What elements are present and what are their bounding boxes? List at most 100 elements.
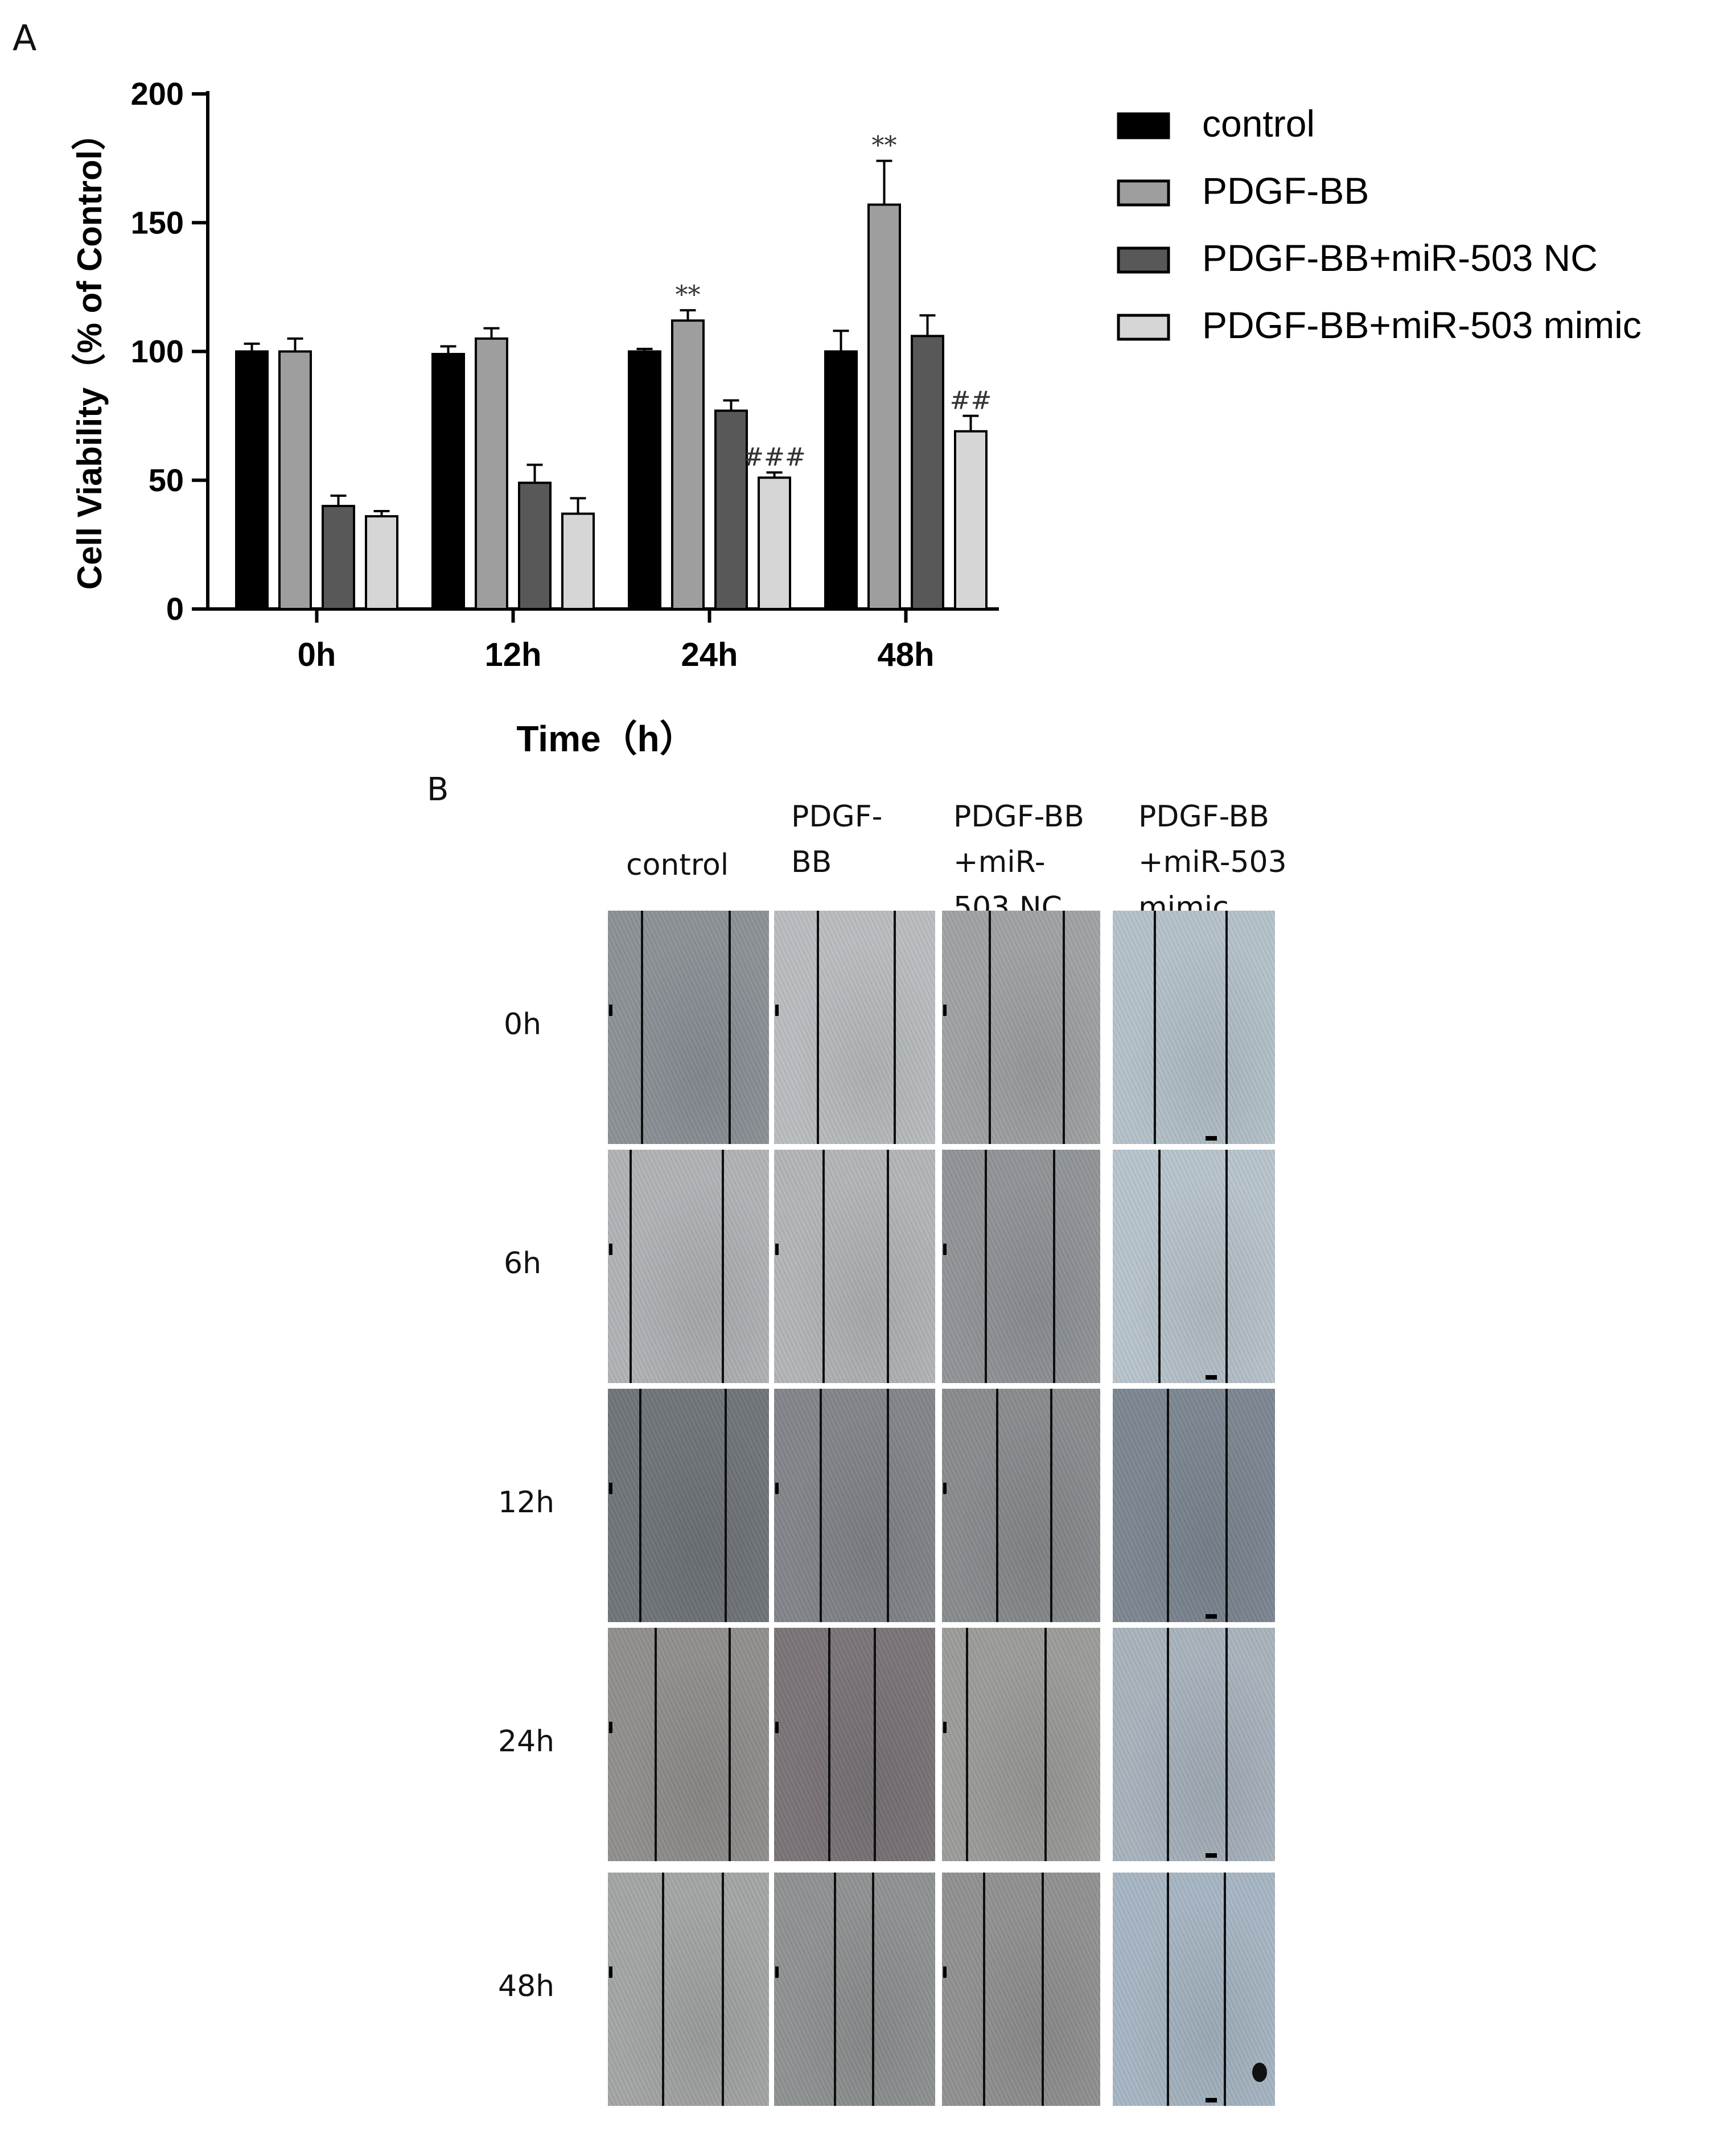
wound-edge-line xyxy=(1044,1628,1047,1861)
bar xyxy=(322,505,355,610)
wound-edge-line xyxy=(1158,1150,1161,1383)
bar xyxy=(911,335,944,610)
wound-edge-line xyxy=(894,911,896,1144)
edge-marker xyxy=(609,1483,612,1494)
y-tick-label: 150 xyxy=(131,204,184,240)
wound-edge-line xyxy=(1225,911,1228,1144)
bar xyxy=(867,203,901,610)
wound-edge-line xyxy=(722,1873,724,2106)
row-time-label: 12h xyxy=(498,1486,555,1520)
significance-label: ## xyxy=(950,386,992,415)
wound-micrograph xyxy=(942,911,1100,1144)
legend-label: PDGF-BB+miR-503 mimic xyxy=(1202,304,1642,346)
bar xyxy=(671,319,705,610)
scale-bar xyxy=(1205,2098,1217,2102)
scale-bar xyxy=(1205,1375,1217,1380)
bar xyxy=(235,350,269,610)
wound-micrograph xyxy=(1113,1873,1275,2106)
wound-micrograph xyxy=(608,1389,769,1622)
edge-marker xyxy=(609,1244,612,1255)
wound-micrograph xyxy=(608,911,769,1144)
column-header: control xyxy=(626,848,729,882)
wound-edge-line xyxy=(1224,1873,1226,2106)
wound-edge-line xyxy=(725,1389,727,1622)
edge-marker xyxy=(609,1722,612,1733)
edge-marker xyxy=(609,1005,612,1016)
wound-edge-line xyxy=(820,1389,822,1622)
column-header: PDGF-BB +miR- 503 NC xyxy=(953,800,1084,925)
wound-micrograph xyxy=(1113,1389,1275,1622)
significance-label: ** xyxy=(676,281,701,310)
wound-edge-line xyxy=(966,1628,968,1861)
wound-micrograph xyxy=(942,1389,1100,1622)
wound-edge-line xyxy=(722,1150,724,1383)
edge-marker xyxy=(775,1966,779,1978)
legend-label: PDGF-BB xyxy=(1202,170,1369,212)
wound-micrograph xyxy=(942,1150,1100,1383)
wound-edge-line xyxy=(887,1150,889,1383)
wound-micrograph xyxy=(608,1150,769,1383)
wound-edge-line xyxy=(630,1150,632,1383)
bar xyxy=(561,512,595,611)
edge-marker xyxy=(609,1966,612,1978)
wound-edge-line xyxy=(1225,1628,1228,1861)
wound-micrograph xyxy=(1113,1150,1275,1383)
bar xyxy=(954,430,988,611)
bar xyxy=(824,350,858,610)
x-tick-label: 12h xyxy=(485,636,542,673)
row-time-label: 0h xyxy=(504,1007,542,1042)
significance-label: ** xyxy=(872,131,897,161)
legend-swatch xyxy=(1117,314,1170,341)
bar xyxy=(431,353,465,611)
wound-edge-line xyxy=(872,1873,874,2106)
edge-marker xyxy=(943,1966,947,1978)
edge-marker xyxy=(775,1005,779,1016)
wound-micrograph xyxy=(774,1873,935,2106)
wound-micrograph xyxy=(1113,1628,1275,1861)
wound-micrograph xyxy=(608,1628,769,1861)
y-tick-label: 50 xyxy=(149,462,184,498)
legend-swatch xyxy=(1117,112,1170,139)
x-tick-label: 0h xyxy=(298,636,336,673)
x-tick-label: 48h xyxy=(878,636,935,673)
wound-edge-line xyxy=(1167,1389,1169,1622)
wound-micrograph xyxy=(608,1873,769,2106)
bar xyxy=(365,515,398,610)
x-tick-label: 24h xyxy=(681,636,738,673)
wound-edge-line xyxy=(639,1389,641,1622)
bar xyxy=(628,350,661,610)
row-time-label: 48h xyxy=(498,1969,555,2003)
wound-edge-line xyxy=(874,1628,876,1861)
wound-micrograph xyxy=(774,1389,935,1622)
wound-edge-line xyxy=(1042,1873,1044,2106)
debris-spot xyxy=(1252,2063,1267,2082)
edge-marker xyxy=(943,1483,947,1494)
wound-edge-line xyxy=(1167,1873,1169,2106)
edge-marker xyxy=(775,1244,779,1255)
wound-micrograph xyxy=(1113,911,1275,1144)
wound-edge-line xyxy=(817,911,819,1144)
scale-bar xyxy=(1205,1136,1217,1141)
y-tick-label: 0 xyxy=(166,591,184,627)
edge-marker xyxy=(943,1722,947,1733)
edge-marker xyxy=(775,1483,779,1494)
wound-edge-line xyxy=(1154,911,1156,1144)
row-time-label: 24h xyxy=(498,1725,555,1759)
row-time-label: 6h xyxy=(504,1246,542,1281)
wound-edge-line xyxy=(729,1628,731,1861)
edge-marker xyxy=(943,1005,947,1016)
wound-edge-line xyxy=(1053,1150,1055,1383)
legend-label: PDGF-BB+miR-503 NC xyxy=(1202,237,1598,279)
scale-bar xyxy=(1205,1853,1217,1858)
wound-edge-line xyxy=(828,1628,830,1861)
wound-edge-line xyxy=(887,1389,889,1622)
wound-edge-line xyxy=(834,1873,836,2106)
wound-edge-line xyxy=(1050,1389,1052,1622)
legend-label: control xyxy=(1202,102,1315,145)
legend-swatch xyxy=(1117,246,1170,274)
wound-edge-line xyxy=(1063,911,1065,1144)
wound-edge-line xyxy=(996,1389,998,1622)
bar xyxy=(278,350,312,610)
